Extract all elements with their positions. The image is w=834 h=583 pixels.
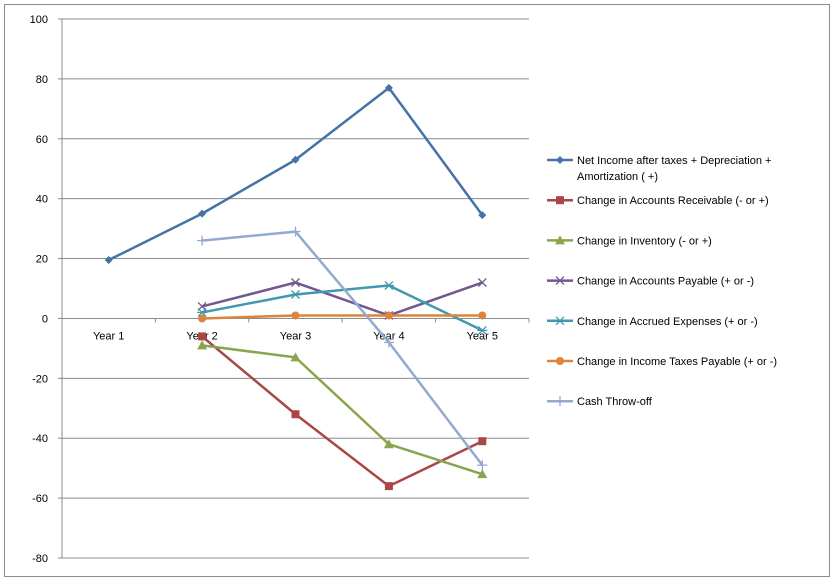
data-point — [197, 235, 208, 246]
data-point — [291, 311, 300, 320]
legend-item-5: Change in Accrued Expenses (+ or -) — [547, 316, 758, 328]
legend-item-4: Change in Accounts Payable (+ or -) — [547, 276, 754, 288]
data-point — [104, 256, 113, 265]
grid-lines — [62, 18, 529, 559]
data-point — [477, 325, 488, 335]
legend-label: Change in Accrued Expenses (+ or -) — [577, 316, 758, 328]
data-point — [383, 337, 394, 348]
legend-marker — [556, 357, 564, 365]
legend-item-2: Change in Accounts Receivable (- or +) — [547, 195, 769, 207]
data-point — [290, 290, 301, 299]
legend-label: Change in Income Taxes Payable (+ or -) — [577, 356, 777, 368]
data-point — [477, 460, 488, 471]
data-point — [290, 226, 301, 237]
data-point — [198, 332, 207, 341]
series-line — [201, 335, 483, 488]
y-tick-label: 100 — [30, 14, 48, 26]
data-point — [477, 278, 487, 287]
series-6 — [198, 311, 487, 323]
series-line — [201, 284, 483, 332]
series-4 — [197, 278, 487, 320]
legend-marker — [556, 156, 564, 164]
data-point — [383, 439, 394, 449]
data-point — [478, 437, 487, 446]
y-tick-label: -40 — [32, 433, 48, 445]
series-line — [201, 230, 484, 466]
data-point — [198, 209, 207, 218]
data-point — [478, 311, 487, 320]
x-tick-label: Year 5 — [467, 330, 498, 342]
y-tick-label: -60 — [32, 493, 48, 505]
legend-marker — [555, 316, 565, 326]
data-point — [384, 482, 393, 491]
data-point — [384, 83, 393, 92]
data-point — [197, 340, 208, 350]
legend: Net Income after taxes + Depreciation + A… — [547, 155, 777, 408]
series-5 — [197, 281, 488, 335]
y-tick-label: -20 — [32, 373, 48, 385]
data-point — [383, 281, 394, 290]
chart-frame — [4, 4, 830, 577]
series-line — [201, 344, 483, 476]
y-tick-label: 80 — [36, 74, 48, 86]
y-tick-label: 0 — [42, 313, 48, 325]
data-point — [478, 211, 487, 220]
series-2 — [198, 332, 487, 491]
legend-label: Change in Accounts Receivable (- or +) — [577, 195, 769, 207]
legend-item-7: Cash Throw-off — [547, 396, 653, 408]
legend-marker — [555, 276, 565, 286]
legend-item-6: Change in Income Taxes Payable (+ or -) — [547, 356, 777, 368]
legend-item-1: Net Income after taxes + Depreciation + A… — [547, 155, 771, 183]
x-tick-label: Year 1 — [93, 330, 124, 342]
legend-label: Net Income after taxes + Depreciation + — [577, 155, 771, 167]
data-point — [197, 307, 208, 317]
series-7 — [197, 226, 488, 471]
y-tick-label: 40 — [36, 194, 48, 206]
data-point — [291, 410, 300, 419]
y-tick-label: 20 — [36, 254, 48, 266]
legend-item-3: Change in Inventory (- or +) — [547, 235, 712, 247]
data-point — [291, 155, 300, 164]
legend-marker — [555, 235, 565, 245]
y-tick-label: 60 — [36, 134, 48, 146]
legend-marker — [556, 196, 564, 205]
x-tick-label: Year 3 — [280, 330, 311, 342]
legend-label: Change in Accounts Payable (+ or -) — [577, 276, 754, 288]
legend-label: Amortization ( +) — [577, 171, 658, 183]
series-3 — [197, 340, 488, 479]
data-point — [290, 352, 301, 362]
legend-marker — [555, 396, 565, 407]
series-line — [202, 314, 483, 320]
legend-label: Cash Throw-off — [577, 396, 653, 408]
series-line — [201, 281, 483, 317]
series-lines — [104, 83, 488, 491]
data-point — [477, 469, 488, 479]
series-1 — [104, 83, 487, 265]
data-point — [291, 278, 300, 287]
data-point — [384, 311, 393, 320]
legend-label: Change in Inventory (- or +) — [577, 235, 712, 247]
data-point — [198, 314, 207, 323]
y-tick-label: -80 — [32, 553, 48, 565]
